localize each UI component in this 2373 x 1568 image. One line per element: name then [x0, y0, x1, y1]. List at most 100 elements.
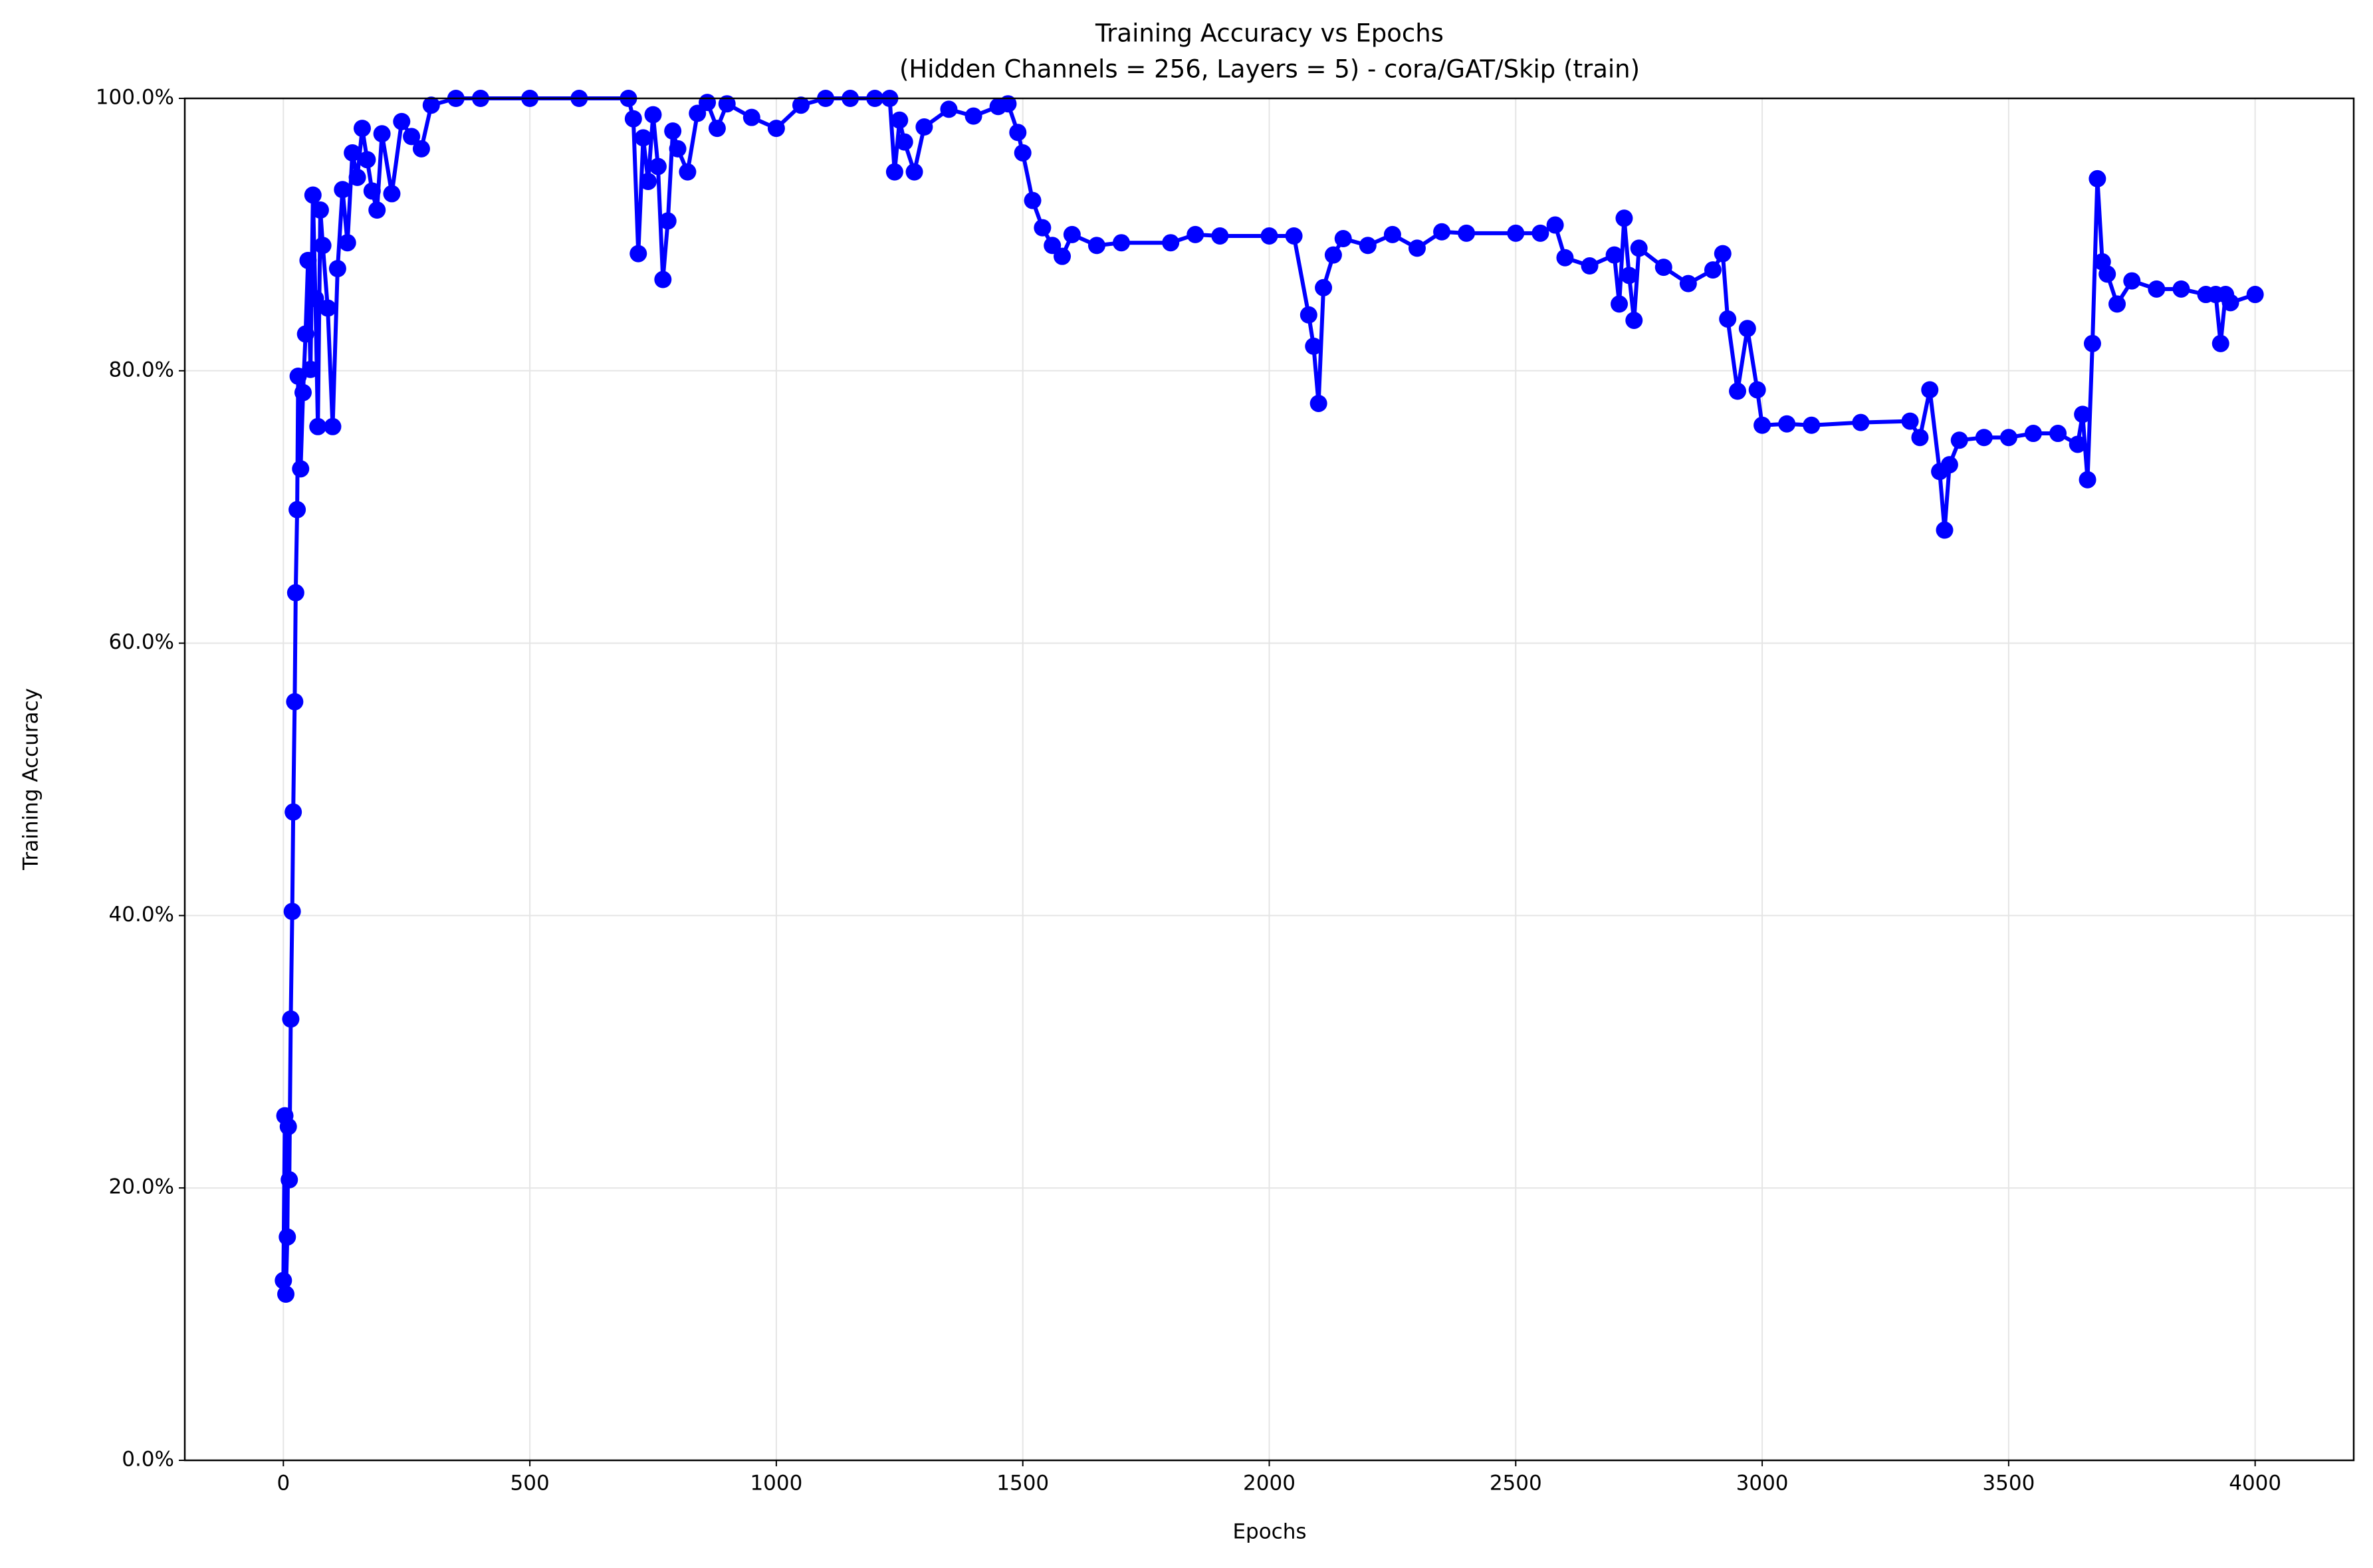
data-point [1014, 144, 1032, 162]
data-point [353, 120, 371, 138]
data-point [629, 245, 647, 263]
data-point [1556, 249, 1574, 267]
x-axis-label: Epochs [1232, 1520, 1306, 1544]
data-point [1999, 429, 2017, 447]
data-point [1300, 306, 1317, 324]
data-point [1940, 456, 1958, 474]
data-point [294, 384, 312, 401]
data-point [338, 234, 356, 252]
data-point [1738, 320, 1756, 338]
data-point [1729, 382, 1747, 400]
data-point [1285, 227, 1303, 245]
data-point [644, 106, 662, 124]
data-point [304, 186, 322, 204]
data-point [1383, 225, 1401, 243]
data-point [296, 325, 314, 343]
data-point [314, 237, 332, 255]
y-tick-label: 40.0% [109, 903, 174, 927]
data-point [328, 260, 346, 278]
data-point [915, 118, 933, 136]
data-point [1087, 237, 1105, 255]
data-point [1714, 245, 1732, 263]
data-point [1605, 246, 1623, 264]
data-point [281, 1171, 298, 1188]
data-point [624, 110, 642, 128]
data-point [283, 903, 301, 921]
data-point [1975, 429, 1993, 447]
data-point [2108, 295, 2126, 313]
data-point [1852, 413, 1870, 431]
data-point [344, 144, 362, 162]
data-point [368, 201, 386, 219]
data-point [1034, 219, 1052, 237]
data-point [279, 1228, 296, 1246]
data-point [2083, 334, 2101, 352]
data-point [634, 129, 652, 147]
data-point [999, 95, 1017, 113]
x-tick-label: 4000 [2229, 1472, 2281, 1496]
data-point [1186, 225, 1204, 243]
y-tick-label: 80.0% [109, 358, 174, 382]
plot-area [275, 90, 2264, 1303]
data-point [279, 1117, 297, 1135]
x-tick-label: 2000 [1243, 1472, 1296, 1496]
data-point [2074, 405, 2092, 423]
x-tick-label: 0 [277, 1472, 290, 1496]
data-point [1911, 429, 1929, 447]
x-tick-label: 500 [510, 1472, 550, 1496]
data-point [1458, 224, 1476, 242]
data-point [1921, 381, 1939, 399]
data-point [659, 212, 677, 230]
data-point [1803, 416, 1821, 434]
data-point [2089, 169, 2106, 187]
data-point [292, 460, 310, 478]
data-point [742, 108, 760, 126]
data-point [383, 185, 401, 203]
data-point [1753, 416, 1771, 434]
data-point [1654, 259, 1672, 277]
data-point [1679, 275, 1697, 292]
data-point [277, 1286, 295, 1303]
data-point [1359, 237, 1377, 255]
data-point [708, 120, 726, 138]
data-point [403, 128, 421, 146]
data-point [639, 172, 657, 190]
data-point [2024, 425, 2042, 443]
data-point [275, 1272, 292, 1289]
data-point [964, 107, 982, 125]
data-point [1546, 216, 1564, 234]
y-axis-label: Training Accuracy [19, 688, 43, 871]
chart-subtitle: (Hidden Channels = 256, Layers = 5) - co… [899, 55, 1640, 84]
y-tick-label: 0.0% [122, 1448, 174, 1472]
data-point [288, 501, 306, 518]
data-point [2246, 286, 2264, 304]
data-point [905, 163, 923, 181]
data-point [302, 360, 320, 378]
x-tick-label: 2500 [1490, 1472, 1542, 1496]
data-point [1901, 412, 1919, 430]
data-point [1950, 431, 1968, 449]
data-point [1063, 225, 1081, 243]
data-point [767, 120, 785, 138]
y-tick-label: 100.0% [96, 86, 174, 110]
data-point [1305, 337, 1323, 355]
data-point [1581, 257, 1599, 275]
data-point [1507, 224, 1525, 242]
data-point [1630, 239, 1648, 257]
data-point [699, 94, 717, 112]
data-point [393, 112, 411, 130]
data-point [1009, 124, 1027, 142]
data-point [1615, 209, 1633, 227]
data-point [422, 96, 440, 114]
data-point [664, 122, 682, 140]
data-point [306, 290, 324, 308]
data-point [2098, 265, 2116, 283]
data-point [2172, 280, 2190, 298]
data-point [1531, 224, 1549, 242]
data-point [1054, 247, 1072, 265]
data-point [940, 100, 958, 118]
data-point [1625, 311, 1643, 329]
data-point [282, 1010, 300, 1028]
